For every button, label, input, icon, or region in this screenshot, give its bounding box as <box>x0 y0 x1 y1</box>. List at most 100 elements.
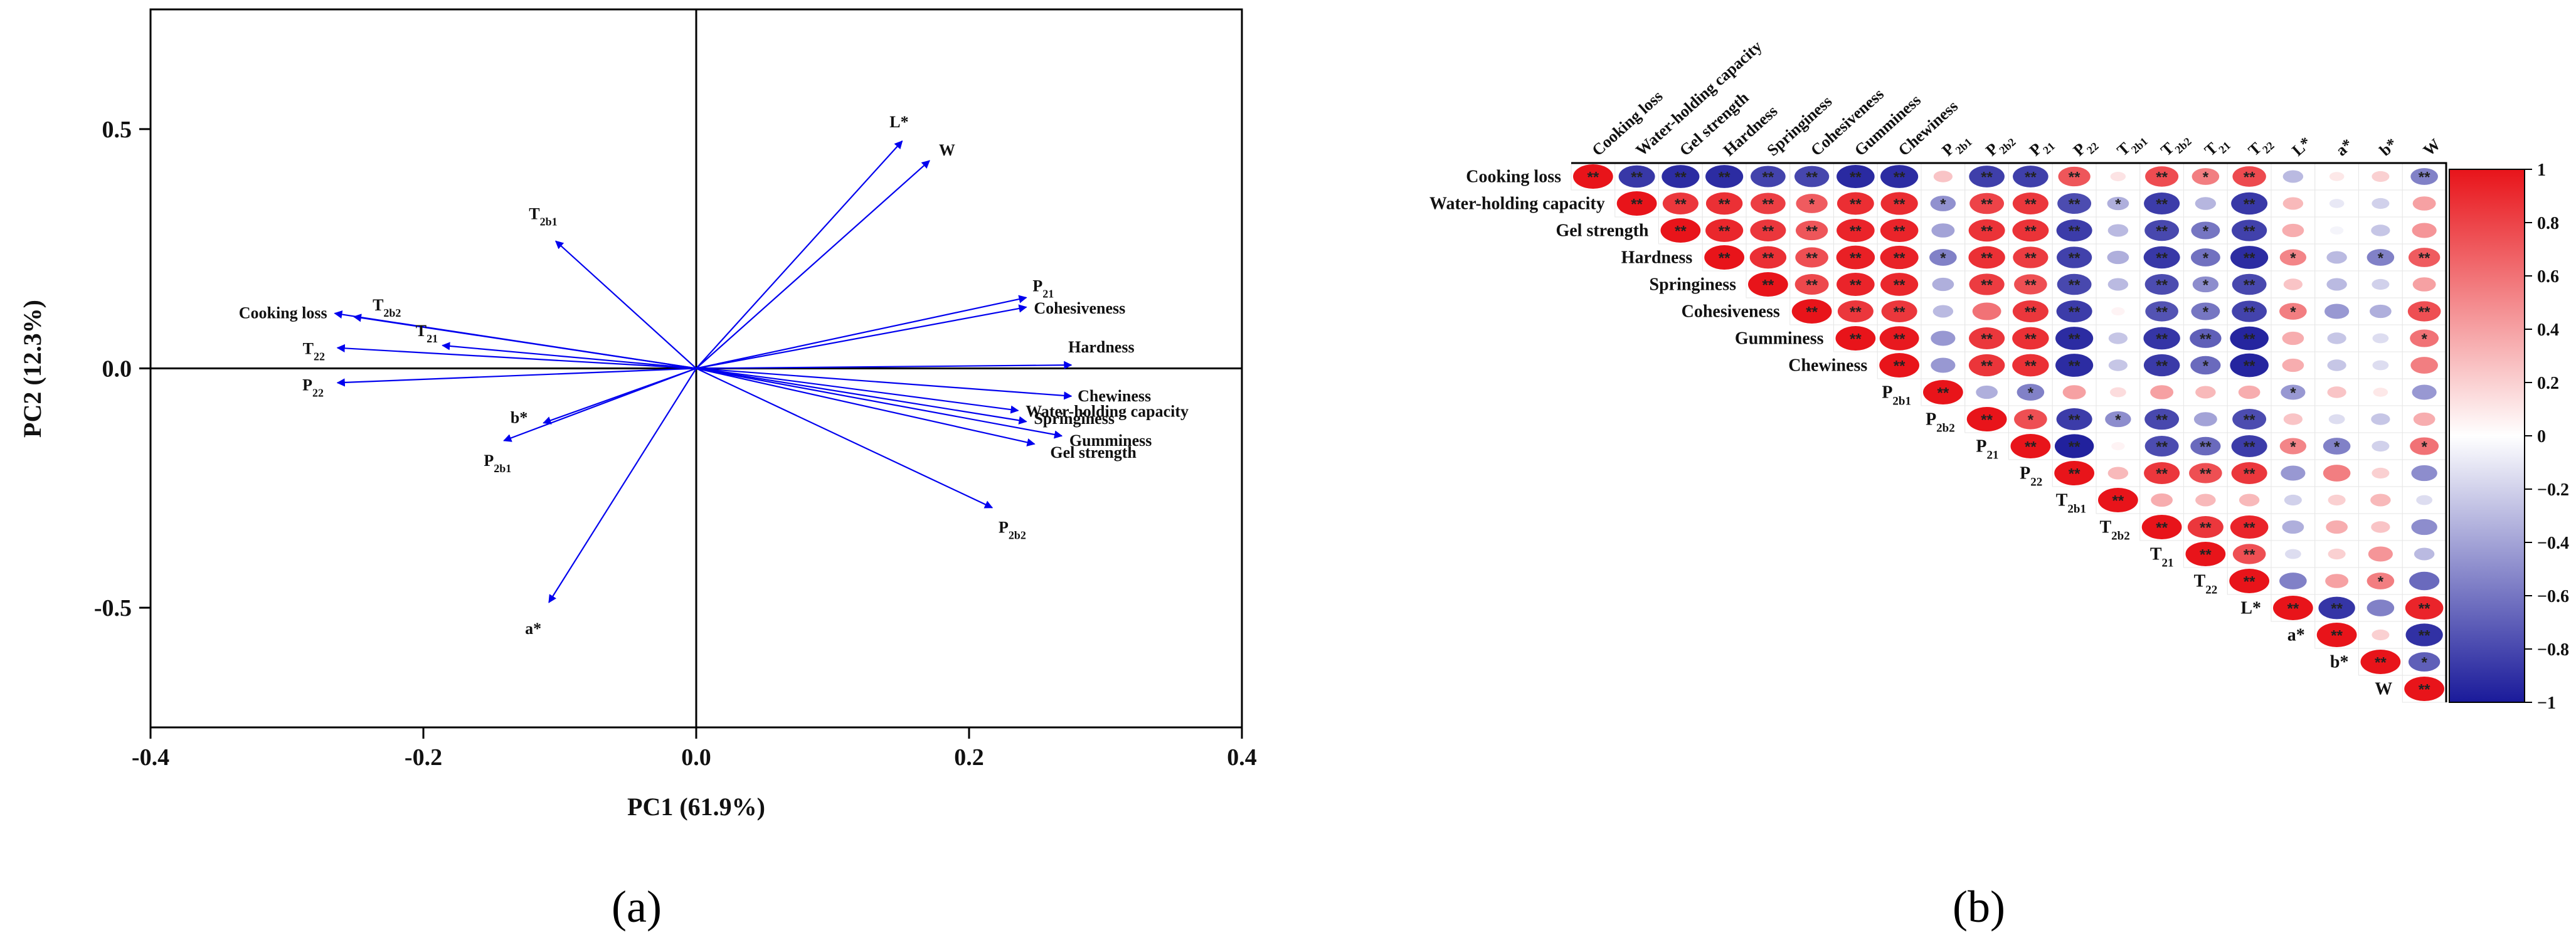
correlation-circle <box>2410 357 2438 374</box>
significance-mark: ** <box>2069 277 2080 294</box>
heatmap-cell: ** <box>2139 405 2184 433</box>
row-label: Gumminess <box>1735 329 1824 349</box>
column-label-text: b* <box>2376 135 2401 160</box>
colorbar-tick-label: 0 <box>2537 427 2546 446</box>
cell-background <box>1921 270 1966 298</box>
correlation-circle <box>1705 165 1744 188</box>
significance-mark: * <box>1809 196 1815 213</box>
row-label: a* <box>2287 626 2305 645</box>
significance-mark: ** <box>2156 196 2168 213</box>
column-label: P21 <box>2026 132 2057 163</box>
correlation-circle <box>1879 326 1919 351</box>
vector-label-text: T <box>416 322 427 340</box>
correlation-circle <box>1705 219 1744 242</box>
heatmap-cell: ** <box>2314 621 2359 649</box>
significance-mark: ** <box>2244 169 2255 186</box>
column-label-text: a* <box>2332 135 2356 160</box>
vector-label-text: P <box>302 376 312 394</box>
significance-mark: ** <box>2331 628 2343 645</box>
correlation-circle <box>1795 247 1828 268</box>
column-label: P2b1 <box>1938 128 1974 164</box>
correlation-circle <box>2414 547 2435 561</box>
correlation-circle <box>2371 224 2390 236</box>
heatmap-cell: * <box>2183 270 2228 298</box>
correlation-circle <box>1969 166 2005 187</box>
correlation-circle <box>1705 192 1743 215</box>
x-tick-label: -0.4 <box>132 744 169 771</box>
vector-label-text: Gel strength <box>1050 443 1137 462</box>
heatmap-cell <box>2271 270 2316 298</box>
correlation-circle <box>1791 299 1832 324</box>
x-tick-label: 0.4 <box>1227 744 1257 771</box>
heatmap-cell: * <box>1789 189 1834 218</box>
correlation-circle <box>2408 652 2441 672</box>
significance-mark: ** <box>1981 223 1993 240</box>
correlation-circle <box>2185 542 2226 566</box>
correlation-circle <box>2012 300 2049 322</box>
colorbar-tick-label: 0.2 <box>2537 374 2559 393</box>
significance-mark: ** <box>2069 196 2080 213</box>
vector-arrow <box>696 304 1027 369</box>
heatmap-cell: ** <box>2183 513 2228 541</box>
significance-mark: ** <box>2156 439 2168 456</box>
colorbar-ticks: 1 0.8 0.6 0.4 0.2 0 −0.2 −0.4 −0.6 −0.8 −1 <box>2525 161 2569 713</box>
significance-mark: ** <box>2419 169 2430 186</box>
heatmap-cell: ** <box>2227 459 2272 487</box>
significance-mark: ** <box>2025 331 2037 348</box>
significance-mark: * <box>2203 358 2209 375</box>
significance-mark: ** <box>1806 250 1818 267</box>
significance-mark: ** <box>1631 169 1643 186</box>
row-label-subscript: 22 <box>2030 475 2042 488</box>
heatmap-cell <box>2402 486 2447 514</box>
correlation-circle <box>2360 650 2401 674</box>
correlation-circle <box>2111 441 2125 451</box>
correlation-circle <box>2111 307 2125 316</box>
correlation-circle <box>1881 300 1917 322</box>
significance-mark: ** <box>2419 628 2430 645</box>
vector-label-text: L* <box>889 113 908 131</box>
heatmap-cell <box>1921 270 1966 298</box>
heatmap-cell: * <box>2271 243 2316 272</box>
vector-t21: T21 <box>416 322 697 369</box>
significance-mark: ** <box>1587 169 1599 186</box>
correlation-circle <box>2013 166 2049 187</box>
significance-mark: ** <box>2069 223 2080 240</box>
heatmap-cell: ** <box>1964 243 2009 272</box>
heatmap-cell <box>2271 162 2316 191</box>
heatmap-cell: ** <box>2183 432 2228 460</box>
correlation-circle <box>1880 192 1918 215</box>
correlation-circle <box>2150 385 2174 399</box>
heatmap-cell: * <box>2402 648 2447 676</box>
heatmap-cell <box>2271 324 2316 352</box>
heatmap-cell <box>2402 189 2447 218</box>
heatmap-cell: ** <box>2139 513 2184 541</box>
heatmap-cell: ** <box>2139 216 2184 245</box>
significance-mark: ** <box>2331 601 2343 618</box>
row-label: Gel strength <box>1556 221 1648 241</box>
row-label: T2b2 <box>2099 518 2129 543</box>
row-label-text: T <box>2056 491 2068 510</box>
heatmap-cell: ** <box>2402 243 2447 272</box>
column-label: a* <box>2332 135 2356 160</box>
correlation-circle <box>1968 354 2005 377</box>
significance-mark: ** <box>1806 304 1818 321</box>
correlation-circle <box>2373 388 2388 397</box>
row-label-text: Chewiness <box>1788 356 1867 376</box>
significance-mark: * <box>2290 304 2296 321</box>
heatmap-cell: ** <box>2052 270 2097 298</box>
heatmap-cell <box>2402 567 2447 595</box>
significance-mark: ** <box>2244 196 2255 213</box>
correlation-circle <box>1796 194 1828 213</box>
heatmap-cell: ** <box>2183 459 2228 487</box>
heatmap-cell <box>1921 216 1966 245</box>
heatmap-cell <box>2271 540 2316 568</box>
correlation-circle <box>2372 467 2390 479</box>
correlation-circle <box>2409 571 2440 591</box>
correlation-circle <box>1932 305 1954 318</box>
correlation-circle <box>2232 544 2266 564</box>
heatmap-cell: ** <box>1877 162 1922 191</box>
correlation-circle <box>1966 407 2007 431</box>
significance-mark: ** <box>2025 250 2037 267</box>
heatmap-cell <box>2358 351 2403 379</box>
heatmap-cell: ** <box>1571 162 1616 191</box>
